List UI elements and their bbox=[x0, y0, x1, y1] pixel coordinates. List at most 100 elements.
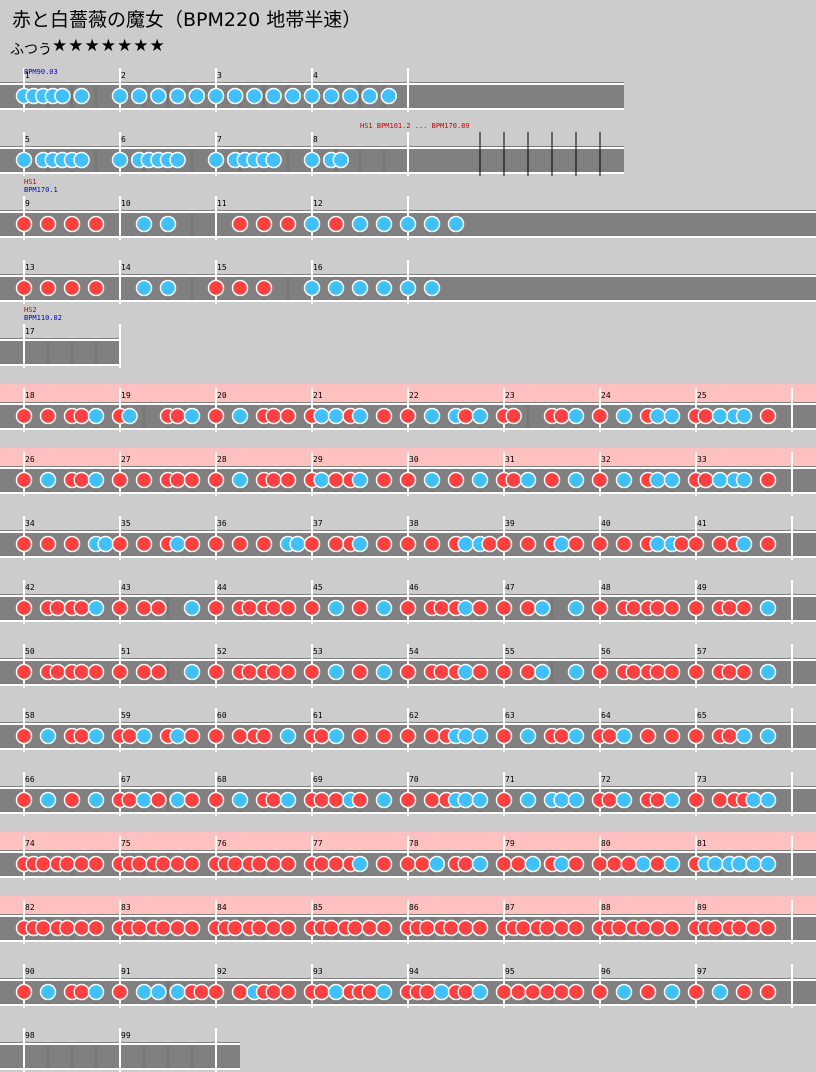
don-note bbox=[39, 279, 57, 297]
ka-note bbox=[519, 727, 537, 745]
don-note bbox=[706, 919, 724, 937]
ka-note bbox=[457, 727, 474, 745]
ka-note bbox=[183, 407, 201, 425]
ka-note bbox=[87, 599, 105, 617]
ka-note bbox=[87, 791, 105, 809]
don-note bbox=[279, 471, 297, 489]
don-note bbox=[279, 919, 297, 937]
ka-note bbox=[663, 983, 681, 1001]
don-note bbox=[687, 663, 705, 681]
don-note bbox=[150, 663, 167, 681]
ka-note bbox=[433, 983, 450, 1001]
don-note bbox=[183, 791, 201, 809]
measure-number: 68 bbox=[217, 775, 227, 784]
measure-number: 54 bbox=[409, 647, 419, 656]
don-note bbox=[351, 663, 369, 681]
tempo-event: BPM170.1 bbox=[24, 186, 58, 194]
don-note bbox=[279, 599, 297, 617]
measure-number: 93 bbox=[313, 967, 323, 976]
ka-note bbox=[524, 855, 542, 873]
ka-note bbox=[183, 599, 201, 617]
don-note bbox=[169, 407, 186, 425]
don-note bbox=[265, 599, 282, 617]
don-note bbox=[457, 919, 474, 937]
don-note bbox=[169, 919, 186, 937]
measure-number: 67 bbox=[121, 775, 131, 784]
ka-note bbox=[615, 471, 633, 489]
measure-number: 20 bbox=[217, 391, 227, 400]
don-note bbox=[423, 727, 441, 745]
measure-number: 10 bbox=[121, 199, 131, 208]
ka-note bbox=[351, 407, 369, 425]
ka-note bbox=[663, 407, 681, 425]
don-note bbox=[15, 791, 33, 809]
don-note bbox=[375, 919, 393, 937]
measure-number: 19 bbox=[121, 391, 131, 400]
ka-note bbox=[246, 87, 263, 105]
don-note bbox=[34, 919, 52, 937]
don-note bbox=[313, 727, 330, 745]
ka-note bbox=[226, 87, 244, 105]
ka-note bbox=[121, 407, 138, 425]
don-note bbox=[279, 855, 297, 873]
don-note bbox=[169, 471, 186, 489]
measure-number: 46 bbox=[409, 583, 419, 592]
don-note bbox=[591, 535, 609, 553]
ka-note bbox=[87, 407, 105, 425]
measure-number: 29 bbox=[313, 455, 323, 464]
don-note bbox=[447, 471, 465, 489]
ka-note bbox=[649, 407, 666, 425]
ka-note bbox=[399, 215, 417, 233]
don-note bbox=[87, 855, 105, 873]
don-note bbox=[591, 599, 609, 617]
don-note bbox=[663, 599, 681, 617]
don-note bbox=[327, 471, 345, 489]
don-note bbox=[505, 407, 522, 425]
ka-note bbox=[375, 279, 393, 297]
don-note bbox=[601, 727, 618, 745]
don-note bbox=[111, 599, 129, 617]
don-note bbox=[111, 663, 129, 681]
ka-note bbox=[169, 791, 186, 809]
ka-note bbox=[447, 215, 465, 233]
measure-number: 24 bbox=[601, 391, 611, 400]
don-note bbox=[519, 599, 537, 617]
don-note bbox=[423, 535, 441, 553]
ka-note bbox=[303, 87, 321, 105]
don-note bbox=[375, 855, 393, 873]
don-note bbox=[15, 471, 33, 489]
don-note bbox=[265, 919, 282, 937]
don-note bbox=[15, 599, 33, 617]
measure-number: 35 bbox=[121, 519, 131, 528]
song-title: 赤と白薔薇の魔女（BPM220 地帯半速） bbox=[12, 9, 362, 31]
ka-note bbox=[279, 791, 297, 809]
ka-note bbox=[97, 535, 114, 553]
don-note bbox=[313, 791, 330, 809]
don-note bbox=[538, 983, 556, 1001]
don-note bbox=[346, 919, 364, 937]
tempo-event: BPM90.03 bbox=[24, 68, 58, 76]
don-note bbox=[15, 279, 33, 297]
ka-note bbox=[711, 983, 729, 1001]
don-note bbox=[423, 791, 441, 809]
measure-number: 37 bbox=[313, 519, 323, 528]
measure-number: 6 bbox=[121, 135, 126, 144]
measure-number: 91 bbox=[121, 967, 131, 976]
ka-note bbox=[745, 855, 762, 873]
don-note bbox=[375, 471, 393, 489]
don-note bbox=[351, 791, 369, 809]
don-note bbox=[231, 535, 249, 553]
don-note bbox=[711, 535, 729, 553]
don-note bbox=[759, 407, 777, 425]
don-note bbox=[759, 471, 777, 489]
don-note bbox=[351, 727, 369, 745]
ka-note bbox=[706, 855, 724, 873]
measure-number: 86 bbox=[409, 903, 419, 912]
don-note bbox=[39, 535, 57, 553]
don-note bbox=[730, 919, 748, 937]
don-note bbox=[663, 919, 681, 937]
don-note bbox=[519, 663, 537, 681]
ka-note bbox=[351, 535, 369, 553]
don-note bbox=[351, 599, 369, 617]
don-note bbox=[39, 215, 57, 233]
